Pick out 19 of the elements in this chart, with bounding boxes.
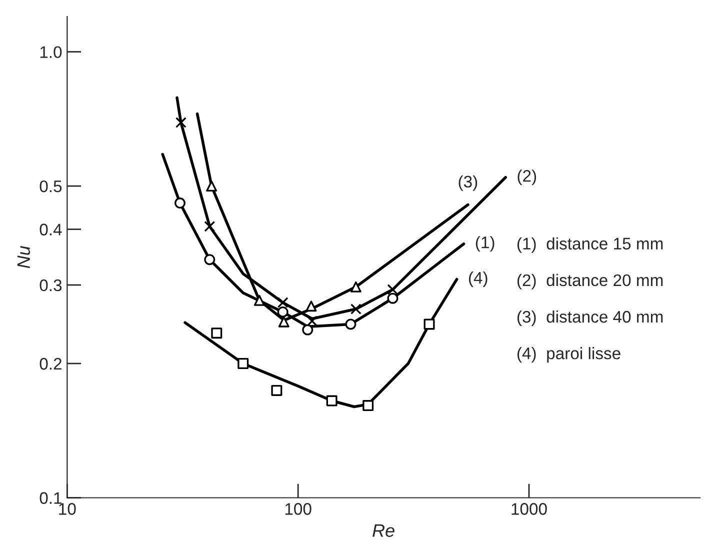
x-axis-title: Re — [372, 524, 394, 537]
annotation: (3) distance 40 mm — [517, 310, 663, 326]
x-tick-label: 10 — [59, 503, 76, 515]
annotation: (4) paroi lisse — [517, 347, 620, 363]
y-axis-title: Nu — [17, 246, 30, 268]
series-label: (2) — [518, 170, 536, 186]
series-label: (4) — [468, 271, 488, 288]
annotation: (1) distance 15 mm — [517, 237, 663, 253]
x-tick-label: 1000 — [512, 503, 547, 515]
series-label: (1) — [476, 236, 494, 252]
y-tick-label: 0.3 — [40, 279, 62, 292]
y-tick-label: 0.1 — [40, 492, 62, 504]
x-tick-label: 100 — [285, 503, 312, 515]
y-tick-label: 0.4 — [40, 224, 62, 236]
y-tick-label: 1.0 — [40, 46, 62, 58]
y-tick-label: 0.2 — [40, 358, 62, 370]
series-label: (3) — [458, 175, 478, 191]
annotation: (2) distance 20 mm — [517, 274, 663, 290]
y-tick-label: 0.5 — [40, 180, 62, 192]
